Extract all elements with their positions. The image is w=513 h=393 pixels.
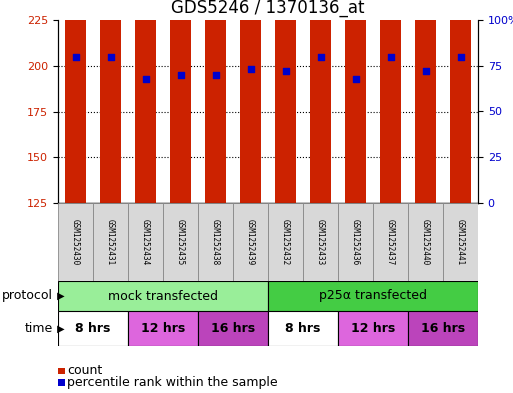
Bar xyxy=(310,0,331,203)
FancyBboxPatch shape xyxy=(128,203,163,281)
FancyBboxPatch shape xyxy=(443,203,478,281)
Text: count: count xyxy=(67,364,103,377)
Text: GSM1252440: GSM1252440 xyxy=(421,219,430,265)
FancyBboxPatch shape xyxy=(128,311,198,346)
FancyBboxPatch shape xyxy=(373,203,408,281)
FancyBboxPatch shape xyxy=(408,203,443,281)
Point xyxy=(421,68,429,74)
Point xyxy=(142,75,150,82)
FancyBboxPatch shape xyxy=(233,203,268,281)
FancyBboxPatch shape xyxy=(58,281,268,311)
FancyBboxPatch shape xyxy=(268,203,303,281)
Text: 12 hrs: 12 hrs xyxy=(351,322,395,335)
FancyBboxPatch shape xyxy=(198,311,268,346)
Text: time: time xyxy=(25,322,53,335)
Text: GSM1252439: GSM1252439 xyxy=(246,219,255,265)
Text: 8 hrs: 8 hrs xyxy=(285,322,321,335)
Bar xyxy=(205,0,226,203)
FancyBboxPatch shape xyxy=(93,203,128,281)
Point xyxy=(317,53,325,60)
Point xyxy=(211,72,220,78)
Bar xyxy=(65,0,86,203)
Text: GSM1252437: GSM1252437 xyxy=(386,219,395,265)
Text: GSM1252432: GSM1252432 xyxy=(281,219,290,265)
Bar xyxy=(240,0,261,203)
Point xyxy=(386,53,394,60)
Point xyxy=(71,53,80,60)
Text: GSM1252434: GSM1252434 xyxy=(141,219,150,265)
FancyBboxPatch shape xyxy=(338,311,408,346)
Text: p25α transfected: p25α transfected xyxy=(319,290,427,303)
Text: 16 hrs: 16 hrs xyxy=(211,322,255,335)
Text: percentile rank within the sample: percentile rank within the sample xyxy=(67,376,278,389)
Text: ▶: ▶ xyxy=(54,291,65,301)
FancyBboxPatch shape xyxy=(268,311,338,346)
FancyBboxPatch shape xyxy=(58,311,128,346)
Point xyxy=(246,66,254,73)
FancyBboxPatch shape xyxy=(198,203,233,281)
Bar xyxy=(380,0,401,203)
Title: GDS5246 / 1370136_at: GDS5246 / 1370136_at xyxy=(171,0,365,17)
Text: mock transfected: mock transfected xyxy=(108,290,218,303)
Bar xyxy=(415,0,436,203)
FancyBboxPatch shape xyxy=(338,203,373,281)
Bar xyxy=(170,0,191,203)
Text: GSM1252438: GSM1252438 xyxy=(211,219,220,265)
Text: 12 hrs: 12 hrs xyxy=(141,322,185,335)
Bar xyxy=(275,0,296,203)
Point xyxy=(176,72,185,78)
Text: GSM1252435: GSM1252435 xyxy=(176,219,185,265)
Point xyxy=(351,75,360,82)
Text: GSM1252430: GSM1252430 xyxy=(71,219,80,265)
FancyBboxPatch shape xyxy=(58,203,93,281)
Point xyxy=(457,53,465,60)
Bar xyxy=(450,0,471,203)
Text: GSM1252436: GSM1252436 xyxy=(351,219,360,265)
FancyBboxPatch shape xyxy=(408,311,478,346)
Text: GSM1252441: GSM1252441 xyxy=(456,219,465,265)
Text: 8 hrs: 8 hrs xyxy=(75,322,111,335)
Text: GSM1252431: GSM1252431 xyxy=(106,219,115,265)
Text: 16 hrs: 16 hrs xyxy=(421,322,465,335)
Point xyxy=(106,53,114,60)
Bar xyxy=(100,0,121,203)
Text: ▶: ▶ xyxy=(54,323,65,334)
FancyBboxPatch shape xyxy=(268,281,478,311)
Text: protocol: protocol xyxy=(2,290,53,303)
Point xyxy=(282,68,290,74)
FancyBboxPatch shape xyxy=(303,203,338,281)
FancyBboxPatch shape xyxy=(163,203,198,281)
Bar xyxy=(135,0,156,203)
Bar xyxy=(345,0,366,203)
Text: GSM1252433: GSM1252433 xyxy=(316,219,325,265)
